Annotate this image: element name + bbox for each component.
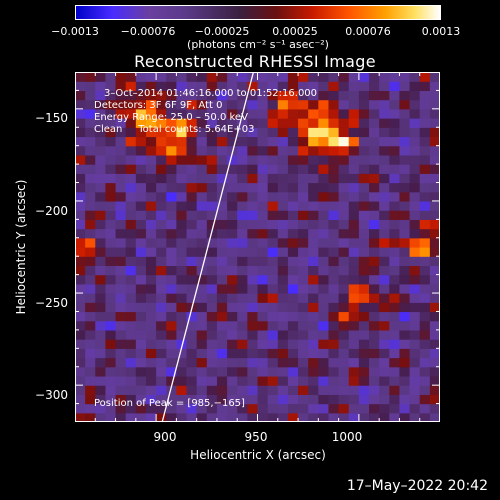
colorbar [75, 5, 441, 20]
x-axis-label: Heliocentric X (arcsec) [190, 448, 326, 462]
peak-annotation: Position of Peak = [985,−165] [94, 398, 245, 409]
y-tick-label: −200 [35, 204, 68, 218]
colorbar-tick-label: −0.0013 [51, 25, 99, 38]
colorbar-tick-label: −0.00076 [120, 25, 176, 38]
y-tick-label: −300 [35, 388, 68, 402]
y-tick-label: −250 [35, 296, 68, 310]
chart-title: Reconstructed RHESSI Image [134, 52, 376, 71]
heatmap-image [75, 72, 440, 422]
x-tick-label: 1000 [331, 430, 363, 444]
y-axis-label: Heliocentric Y (arcsec) [14, 179, 28, 315]
solar-limb-line [161, 72, 255, 422]
colorbar-tick-label: 0.0013 [421, 25, 461, 38]
heatmap-cells [75, 72, 440, 422]
x-tick-label: 900 [153, 430, 177, 444]
detectors-annotation: Detectors: 3F 6F 9F, Att 0 [94, 100, 223, 111]
x-tick-label: 950 [244, 430, 268, 444]
colorbar-unit-label: (photons cm⁻² s⁻¹ asec⁻²) [187, 38, 329, 51]
clean-annotation: Clean Total counts: 5.64E+03 [94, 124, 255, 135]
colorbar-tick-label: 0.00025 [272, 25, 318, 38]
date-stamp: 17–May–2022 20:42 [346, 478, 488, 494]
time-range-annotation: 3–Oct–2014 01:46:16.000 to 01:52:16.000 [104, 88, 318, 99]
colorbar-tick-label: −0.00025 [194, 25, 250, 38]
energy-annotation: Energy Range: 25.0 – 50.0 keV [94, 112, 248, 123]
colorbar-tick-label: 0.00076 [345, 25, 391, 38]
y-tick-label: −150 [35, 111, 68, 125]
plot-area [75, 72, 440, 422]
